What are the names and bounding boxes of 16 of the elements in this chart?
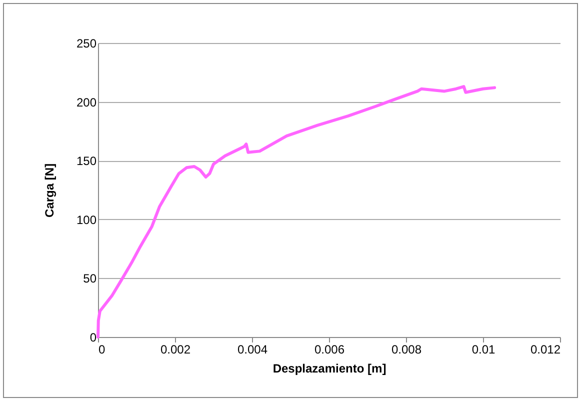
y-tick-label: 0	[90, 330, 97, 344]
y-tick-label: 100	[76, 212, 97, 227]
x-tick-label: 0.01	[472, 342, 496, 356]
x-axis-title: Desplazamiento [m]	[272, 362, 386, 376]
y-axis-title: Carga [N]	[42, 163, 56, 218]
x-tick-label: 0.004	[237, 342, 268, 356]
x-tick-label: 0.008	[391, 342, 422, 356]
y-tick-label: 200	[76, 95, 97, 110]
y-tick-label: 150	[76, 154, 97, 168]
y-tick-label: 250	[76, 36, 97, 50]
x-tick-label: 0.006	[314, 342, 345, 356]
x-tick-label: 0.002	[160, 342, 191, 356]
line-series	[96, 85, 496, 338]
x-tick-label: 0.012	[530, 342, 561, 356]
y-tick-label: 50	[83, 272, 97, 286]
x-tick-label: 0	[98, 342, 106, 356]
